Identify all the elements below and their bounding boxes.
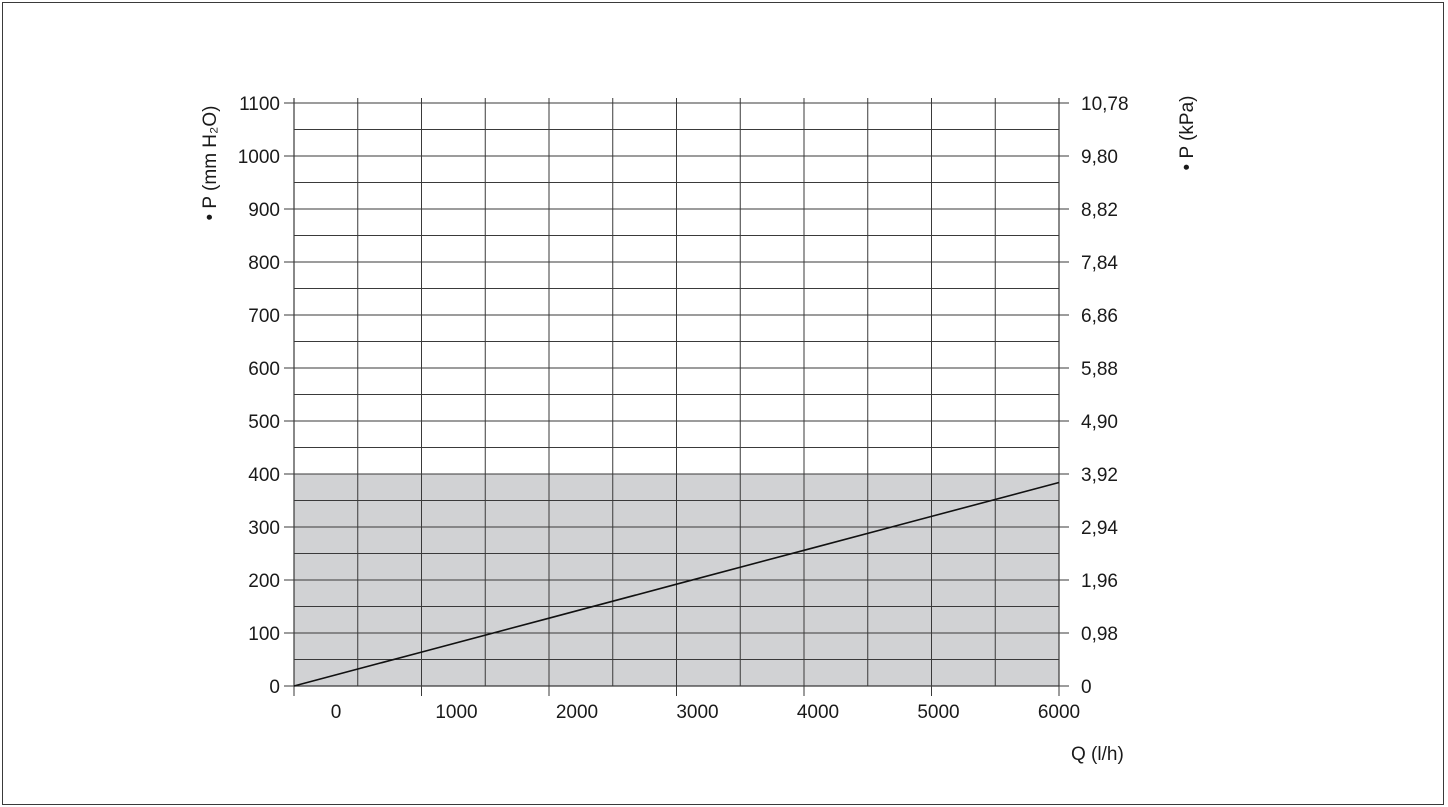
x-tick-label: 0 (331, 702, 342, 723)
y-tick-label-left: 1100 (239, 94, 280, 115)
y-tick-label-right: 0,98 (1081, 624, 1118, 645)
y-tick-label-left: 700 (248, 306, 280, 327)
pressure-flow-chart: 0 100 200 300 400 500 600 700 800 900 1000 1100 0 0,9… (200, 94, 1198, 765)
x-tick-label: 3000 (676, 702, 718, 723)
x-tick-label: 6000 (1038, 702, 1080, 723)
y-tick-label-right: 4,90 (1081, 412, 1118, 433)
y-tick-label-left: 400 (248, 465, 280, 486)
y-tick-label-left: 600 (248, 359, 280, 380)
y-tick-label-right: 8,82 (1081, 200, 1118, 221)
y-axis-title-right: • P (kPa) (1177, 96, 1198, 171)
y-tick-label-right: 10,78 (1081, 94, 1129, 115)
x-tick-label: 4000 (797, 702, 839, 723)
x-tick-label: 5000 (917, 702, 959, 723)
y-tick-label-left: 900 (248, 200, 280, 221)
y-tick-label-right: 5,88 (1081, 359, 1118, 380)
y-tick-label-left: 0 (269, 677, 280, 698)
y-tick-label-right: 0 (1081, 677, 1092, 698)
x-axis-title: Q (l/h) (1071, 744, 1124, 765)
y-tick-label-left: 100 (248, 624, 280, 645)
y-tick-label-left: 800 (248, 253, 280, 274)
y-tick-label-right: 6,86 (1081, 306, 1118, 327)
series-line (293, 481, 1060, 687)
y-tick-label-left: 300 (248, 518, 280, 539)
y-tick-label-left: 200 (248, 571, 280, 592)
y-tick-label-left: 1000 (238, 147, 280, 168)
x-tick-label: 1000 (435, 702, 477, 723)
y-tick-label-right: 3,92 (1081, 465, 1118, 486)
y-tick-label-right: 2,94 (1081, 518, 1118, 539)
y-tick-label-right: 1,96 (1081, 571, 1118, 592)
y-tick-label-right: 7,84 (1081, 253, 1118, 274)
y-tick-label-right: 9,80 (1081, 147, 1118, 168)
y-axis-title-left: • P (mm H₂O) (200, 105, 221, 220)
x-tick-label: 2000 (556, 702, 598, 723)
y-tick-label-left: 500 (248, 412, 280, 433)
